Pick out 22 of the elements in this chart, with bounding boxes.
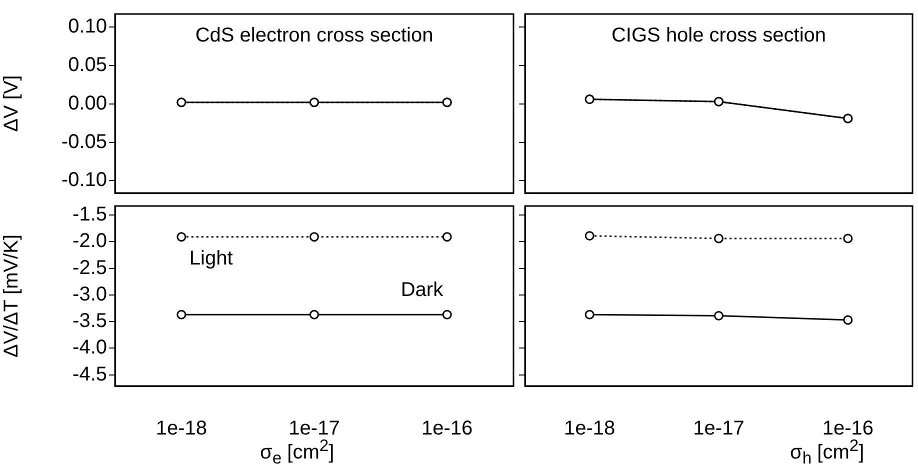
series-label: Light bbox=[189, 247, 234, 270]
y-tick-label: 0.00 bbox=[68, 92, 107, 114]
x-tick-label: 1e-17 bbox=[693, 418, 744, 440]
y-tick-label: -2.0 bbox=[72, 230, 107, 252]
y-tick-label: -0.05 bbox=[61, 130, 107, 153]
y-tick-label: -3.5 bbox=[72, 310, 107, 332]
x-tick-label: 1e-16 bbox=[422, 418, 473, 440]
series-label: Dark bbox=[400, 279, 444, 302]
y-axis-title: ΔV [V] bbox=[0, 75, 23, 132]
y-tick-label: -1.5 bbox=[72, 204, 107, 226]
y-axis-title: ΔV/ΔT [mV/K] bbox=[0, 234, 23, 358]
text: CIGS hole cross section bbox=[611, 24, 826, 47]
text: CdS electron cross section bbox=[195, 24, 434, 47]
y-tick-label: -0.10 bbox=[61, 169, 107, 192]
y-tick-label: -2.5 bbox=[72, 256, 107, 279]
y-tick-label: 0.10 bbox=[68, 16, 107, 38]
y-tick-label: 0.05 bbox=[68, 54, 107, 76]
x-tick-label: 1e-18 bbox=[156, 418, 207, 440]
y-tick-label: -3.0 bbox=[72, 283, 107, 306]
x-tick-label: 1e-18 bbox=[564, 418, 616, 440]
y-tick-label: -4.5 bbox=[72, 363, 107, 386]
y-tick-label: -4.0 bbox=[72, 336, 107, 359]
